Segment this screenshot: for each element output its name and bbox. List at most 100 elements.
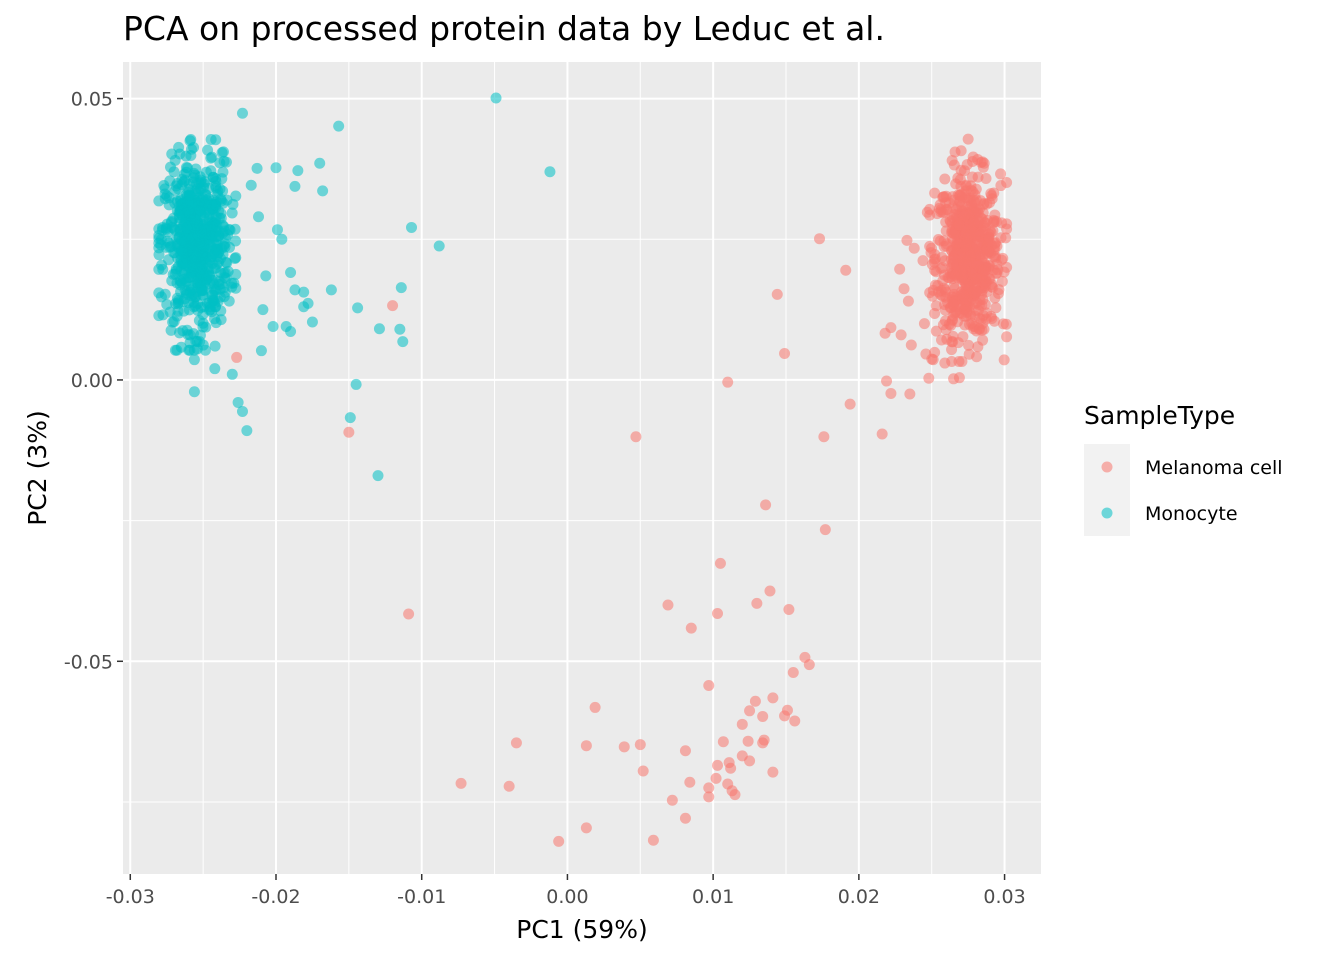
data-point [372, 470, 384, 482]
data-point [352, 302, 364, 314]
data-point [314, 157, 326, 169]
data-point [744, 705, 756, 717]
data-point [219, 232, 231, 244]
data-point [271, 224, 283, 236]
data-point [679, 745, 691, 757]
data-point [188, 296, 200, 308]
data-point [767, 766, 779, 778]
grid-major [123, 62, 1041, 874]
data-point [173, 212, 185, 224]
data-point [703, 791, 715, 803]
data-point [179, 236, 191, 248]
data-point [184, 135, 196, 147]
data-point [881, 375, 893, 387]
data-point [744, 755, 756, 767]
data-point [333, 120, 345, 132]
data-point [289, 180, 301, 192]
data-point [929, 248, 941, 260]
data-point [958, 310, 970, 322]
data-point [923, 372, 935, 384]
data-point [956, 200, 968, 212]
data-point [201, 221, 213, 233]
data-point [760, 499, 772, 511]
data-point [819, 524, 831, 536]
x-tick-label: -0.02 [251, 886, 300, 908]
data-point [285, 266, 297, 278]
data-point [181, 222, 193, 234]
data-point [289, 284, 301, 296]
data-point [908, 242, 920, 254]
data-point [840, 264, 852, 276]
data-point [742, 735, 754, 747]
data-point [988, 216, 1000, 228]
data-point [712, 759, 724, 771]
data-point [969, 196, 981, 208]
data-point [764, 585, 776, 597]
data-point [987, 264, 999, 276]
data-point [779, 710, 791, 722]
data-point [725, 762, 737, 774]
data-point [215, 193, 227, 205]
data-point [963, 339, 975, 351]
data-point [218, 267, 230, 279]
legend-marker-monocyte [1101, 507, 1113, 519]
data-point [168, 166, 180, 178]
chart-title: PCA on processed protein data by Leduc e… [123, 9, 885, 48]
data-point [175, 341, 187, 353]
data-point [935, 289, 947, 301]
data-point [215, 212, 227, 224]
data-point [966, 171, 978, 183]
data-point [245, 179, 257, 191]
data-point [992, 287, 1004, 299]
data-point [188, 354, 200, 366]
data-point [156, 224, 168, 236]
data-point [373, 323, 385, 335]
data-point [937, 207, 949, 219]
data-point [998, 354, 1010, 366]
data-point [929, 264, 941, 276]
data-point [215, 314, 227, 326]
data-point [662, 599, 674, 611]
data-point [972, 341, 984, 353]
data-point [937, 191, 949, 203]
data-point [703, 679, 715, 691]
data-point [206, 306, 218, 318]
data-point [387, 300, 399, 312]
data-point [987, 225, 999, 237]
data-point [1001, 331, 1013, 343]
legend: SampleType Melanoma cell Monocyte [1084, 401, 1283, 536]
data-point [971, 296, 983, 308]
data-point [918, 318, 930, 330]
data-point [783, 604, 795, 616]
data-point [257, 304, 269, 316]
data-point [173, 327, 185, 339]
x-tick-label: 0.02 [838, 886, 880, 908]
data-point [490, 92, 502, 104]
data-point [895, 329, 907, 341]
data-point [155, 239, 167, 251]
data-point [939, 357, 951, 369]
data-point [209, 363, 221, 375]
data-point [580, 740, 592, 752]
data-point [971, 239, 983, 251]
data-point [204, 239, 216, 251]
data-point [904, 388, 916, 400]
data-point [757, 710, 769, 722]
data-point [193, 276, 205, 288]
data-point [946, 154, 958, 166]
plot-panel [123, 62, 1041, 874]
data-point [939, 173, 951, 185]
axis-ticks [117, 97, 1006, 880]
data-point [647, 834, 659, 846]
data-point [885, 322, 897, 334]
data-point [251, 162, 263, 174]
data-point [1000, 318, 1012, 330]
data-point [710, 772, 722, 784]
data-point [685, 622, 697, 634]
data-point [1001, 261, 1013, 273]
data-point [267, 320, 279, 332]
legend-title: SampleType [1084, 401, 1235, 430]
data-point [260, 270, 272, 282]
data-point [953, 355, 965, 367]
data-point [941, 333, 953, 345]
